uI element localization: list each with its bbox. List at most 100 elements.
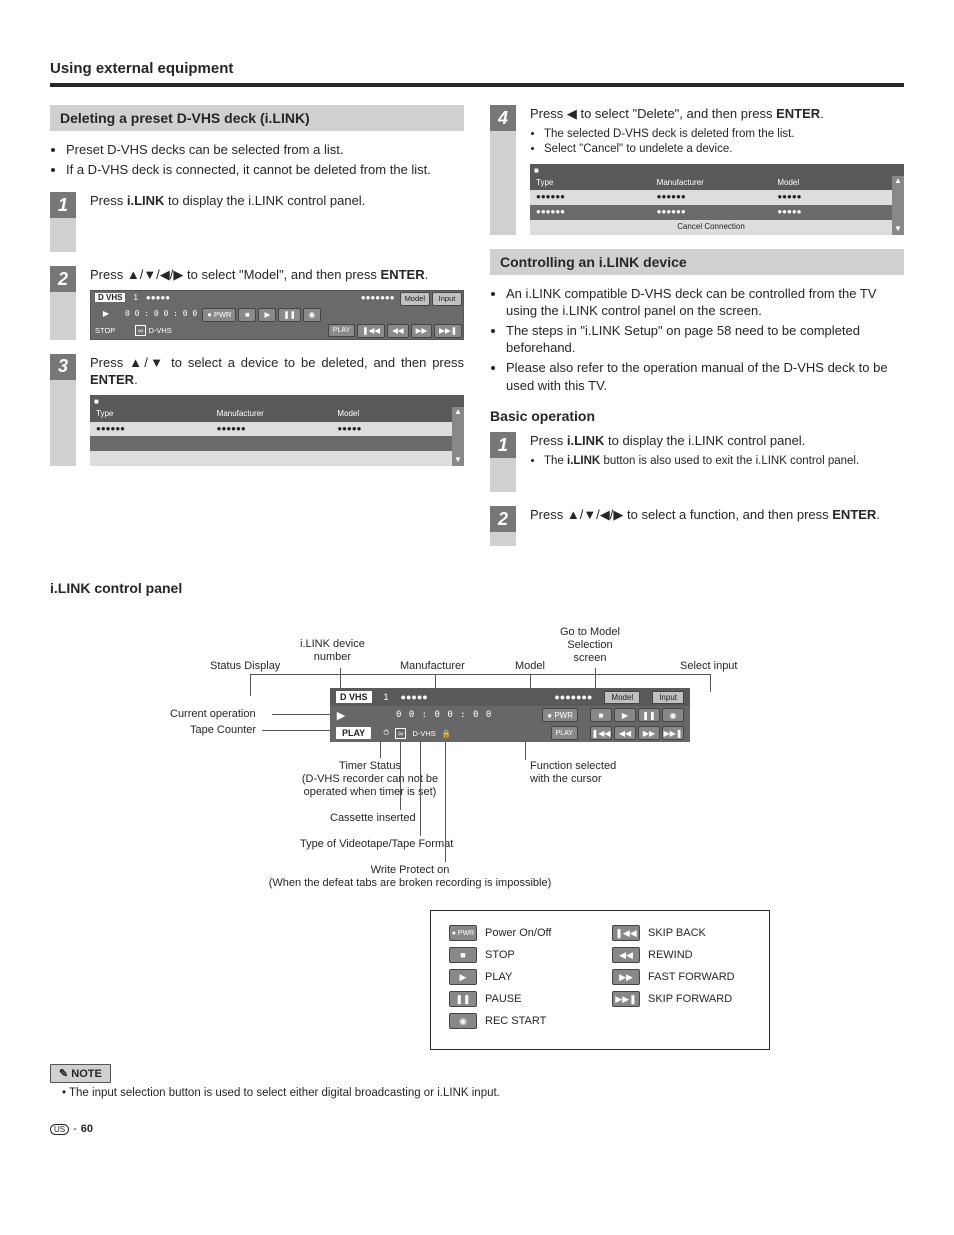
- bstep-1: 1 Press i.LINK to display the i.LINK con…: [490, 432, 904, 492]
- table-row[interactable]: ●●●●●● ●●●●●● ●●●●●: [530, 205, 892, 220]
- step-body: Press i.LINK to display the i.LINK contr…: [530, 432, 904, 469]
- ilink-section: i.LINK control panel Status Display i.LI…: [50, 580, 904, 1099]
- bold: ENTER: [381, 267, 425, 282]
- scroll-up-icon[interactable]: ▲: [452, 407, 464, 418]
- legend-item: ❚❚PAUSE: [449, 991, 588, 1007]
- step-body: Press ▲/▼/◀/▶ to select "Model", and the…: [90, 266, 464, 340]
- page-number: 60: [81, 1123, 93, 1135]
- table-row[interactable]: ●●●●●● ●●●●●● ●●●●●: [530, 190, 892, 205]
- model-button[interactable]: Model: [604, 691, 640, 704]
- legend-item: ◀◀REWIND: [612, 947, 751, 963]
- rec-icon: ◉: [449, 1013, 477, 1029]
- skipfwd-icon[interactable]: ▶▶❚: [662, 726, 684, 740]
- cassette-icon: ∞: [395, 728, 406, 739]
- label-status: Status Display: [210, 660, 280, 673]
- pwr-button[interactable]: ● PWR: [202, 308, 236, 322]
- scroll-down-icon[interactable]: ▼: [892, 224, 904, 235]
- bullet: The steps in "i.LINK Setup" on page 58 n…: [506, 322, 904, 357]
- step-number: 4: [490, 105, 516, 131]
- th-manu: Manufacturer: [211, 407, 332, 422]
- text: to display the i.LINK control panel.: [164, 193, 365, 208]
- cancel-row[interactable]: Cancel Connection: [530, 220, 892, 235]
- sub-bullet: The i.LINK button is also used to exit t…: [544, 454, 904, 470]
- rec-icon[interactable]: ◉: [303, 308, 321, 322]
- label-tape: Tape Counter: [190, 724, 256, 737]
- text: Press ▲/▼ to select a device to be delet…: [90, 355, 464, 370]
- counter: 0 0 : 0 0 : 0 0: [121, 309, 201, 320]
- pause-icon: ❚❚: [449, 991, 477, 1007]
- model-button[interactable]: Model: [400, 292, 430, 306]
- manu-dots: ●●●●●: [142, 293, 174, 304]
- label-input: Select input: [680, 660, 737, 673]
- format-label: ∞ D-VHS: [131, 326, 327, 336]
- text: Press: [90, 193, 127, 208]
- input-button[interactable]: Input: [432, 292, 462, 306]
- play-icon[interactable]: ▶: [614, 708, 636, 722]
- rewind-icon[interactable]: ◀◀: [614, 726, 636, 740]
- ilink-title: i.LINK control panel: [50, 580, 904, 596]
- label-cassette: Cassette inserted: [330, 812, 416, 825]
- legend-item: ◉REC START: [449, 1013, 588, 1029]
- table-row[interactable]: [90, 436, 452, 451]
- step-body: Press ▲/▼ to select a device to be delet…: [90, 354, 464, 466]
- two-columns: Deleting a preset D-VHS deck (i.LINK) Pr…: [50, 105, 904, 560]
- mini-control-panel: D VHS 1 ●●●●● ●●●●●●● Model Input ▶ 0 0 …: [90, 290, 464, 340]
- label-devnum: i.LINK device number: [300, 638, 365, 664]
- counter: 0 0 : 0 0 : 0 0: [396, 710, 492, 720]
- label-goto: Go to Model Selection screen: [560, 626, 620, 666]
- th: Model: [771, 176, 892, 191]
- legend-item: ■STOP: [449, 947, 588, 963]
- table-row[interactable]: ●●●●●● ●●●●●● ●●●●●: [90, 422, 452, 437]
- skipback-icon[interactable]: ❚◀◀: [357, 324, 385, 338]
- legend-box: ● PWRPower On/Off ■STOP ▶PLAY ❚❚PAUSE ◉R…: [430, 910, 770, 1050]
- stop-icon[interactable]: ■: [590, 708, 612, 722]
- stop-icon[interactable]: ■: [238, 308, 256, 322]
- td: ●●●●●●: [651, 205, 772, 220]
- input-button[interactable]: Input: [652, 691, 684, 704]
- rec-icon[interactable]: ◉: [662, 708, 684, 722]
- step-2: 2 Press ▲/▼/◀/▶ to select "Model", and t…: [50, 266, 464, 340]
- skipback-icon[interactable]: ❚◀◀: [590, 726, 612, 740]
- pause-icon[interactable]: ❚❚: [638, 708, 660, 722]
- step-number: 3: [50, 354, 76, 380]
- legend-item: ● PWRPower On/Off: [449, 925, 588, 941]
- ff-icon[interactable]: ▶▶: [638, 726, 660, 740]
- device-table: ■ Type Manufacturer Model ●●●●●● ●●●●●●: [90, 395, 464, 466]
- play-label: PLAY: [328, 324, 355, 337]
- scroll-down-icon[interactable]: ▼: [452, 455, 464, 466]
- step-body: Press i.LINK to display the i.LINK contr…: [90, 192, 464, 210]
- th: Manufacturer: [651, 176, 772, 191]
- td: ●●●●●●: [90, 422, 211, 437]
- skipback-icon: ❚◀◀: [612, 925, 640, 941]
- ff-icon[interactable]: ▶▶: [411, 324, 433, 338]
- dvhs-logo: D VHS: [95, 293, 125, 302]
- delete-bullets: Preset D-VHS decks can be selected from …: [50, 141, 464, 178]
- text: Press: [530, 433, 567, 448]
- pwr-button[interactable]: ● PWR: [542, 708, 578, 722]
- dvhs-logo: D VHS: [336, 691, 372, 703]
- skipfwd-icon: ▶▶❚: [612, 991, 640, 1007]
- skipfwd-icon[interactable]: ▶▶❚: [434, 324, 462, 338]
- step-body: Press ◀ to select "Delete", and then pre…: [530, 105, 904, 235]
- step-4: 4 Press ◀ to select "Delete", and then p…: [490, 105, 904, 235]
- td: ●●●●●●: [211, 422, 332, 437]
- scroll-up-icon[interactable]: ▲: [892, 176, 904, 187]
- rewind-icon: ◀◀: [612, 947, 640, 963]
- pause-icon[interactable]: ❚❚: [278, 308, 301, 322]
- legend-item: ▶PLAY: [449, 969, 588, 985]
- table-row[interactable]: [90, 451, 452, 466]
- play-icon[interactable]: ▶: [258, 308, 276, 322]
- rewind-icon[interactable]: ◀◀: [387, 324, 409, 338]
- td: ●●●●●●: [530, 205, 651, 220]
- model: ●●●●●●●: [434, 688, 599, 706]
- lock-icon: 🔒: [442, 729, 451, 738]
- control-bullets: An i.LINK compatible D-VHS deck can be c…: [490, 285, 904, 394]
- step-stripe: 2: [490, 506, 516, 546]
- bold: i.LINK: [567, 433, 605, 448]
- dev-num: 1: [129, 293, 141, 304]
- sub-bullet: The selected D-VHS deck is deleted from …: [544, 127, 904, 143]
- step-number: 2: [490, 506, 516, 532]
- text: .: [876, 507, 880, 522]
- label-curop: Current operation: [170, 708, 256, 721]
- th-model: Model: [331, 407, 452, 422]
